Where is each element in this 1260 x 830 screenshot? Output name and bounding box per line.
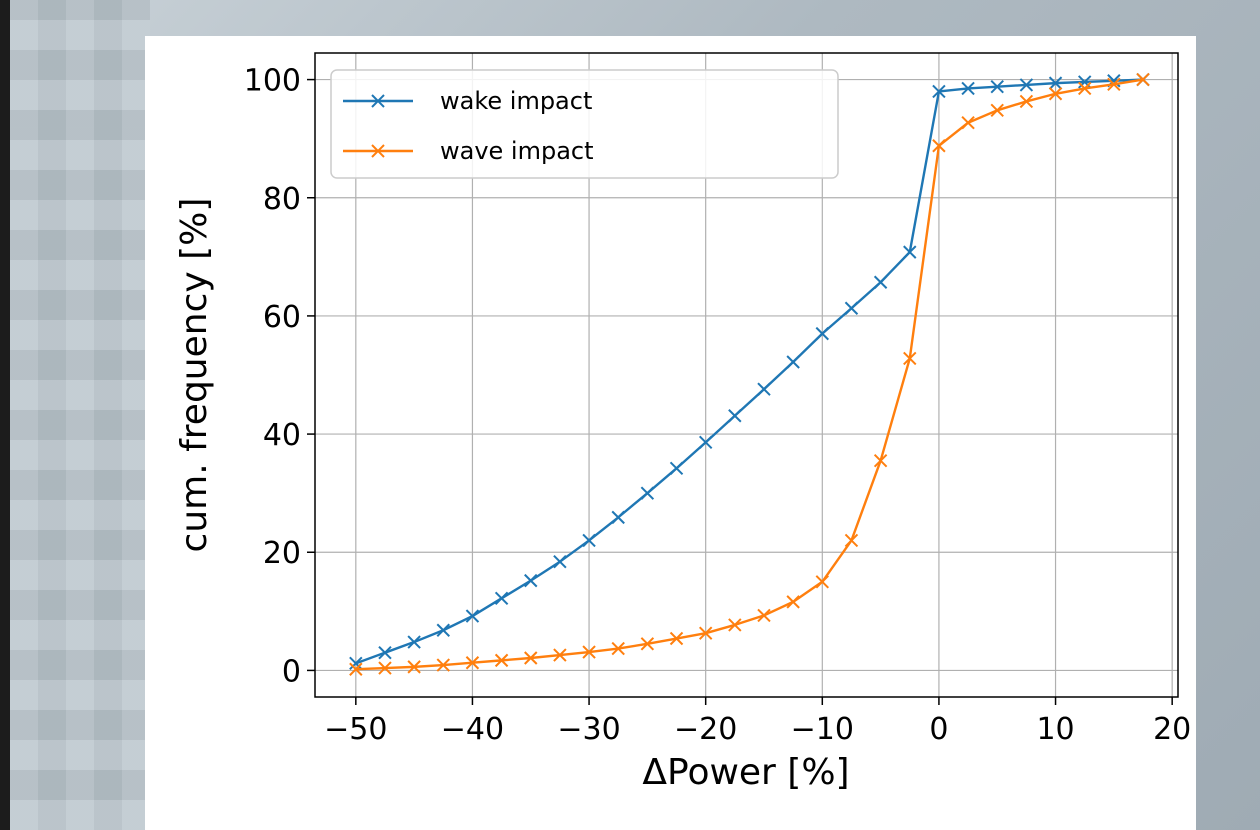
data-point-2: [1048, 87, 1063, 101]
data-point-2: [698, 626, 713, 640]
legend-label: wave impact: [440, 137, 594, 165]
legend-entry-2: wave impact: [343, 137, 594, 165]
background-mosaic: [10, 0, 150, 830]
data-point-2: [1107, 77, 1121, 92]
legend-entry-1: wake impact: [343, 87, 592, 115]
x-tick-label: 20: [1153, 712, 1191, 747]
data-point-2: [524, 651, 538, 665]
data-point-1: [932, 84, 946, 99]
y-tick-label: 60: [263, 300, 301, 335]
data-point-2: [844, 533, 859, 548]
data-point-1: [611, 510, 625, 525]
data-point-2: [465, 656, 480, 670]
data-point-2: [640, 637, 655, 651]
legend-marker: [371, 94, 385, 108]
data-point-1: [582, 533, 596, 548]
data-point-1: [728, 409, 742, 423]
x-tick-label: −10: [791, 712, 854, 747]
data-point-1: [961, 81, 975, 96]
data-point-1: [524, 573, 538, 588]
data-point-2: [407, 660, 421, 674]
legend-marker: [371, 144, 385, 158]
series-line-1: [355, 78, 1144, 665]
data-point-1: [698, 435, 713, 450]
legend-label: wake impact: [440, 87, 592, 115]
data-point-1: [786, 355, 800, 369]
data-point-1: [903, 245, 917, 259]
tick-layer: −50 −40 −30 −20 −10 0 10 20 0 20 40 60 80 100: [244, 64, 1192, 747]
data-point-2: [494, 653, 509, 668]
data-point-1: [669, 461, 684, 476]
data-point-2: [611, 641, 625, 656]
data-point-2: [932, 139, 946, 153]
data-point-2: [990, 103, 1004, 118]
data-point-1: [465, 609, 480, 623]
data-point-2: [378, 661, 392, 675]
y-tick-label: 40: [263, 418, 301, 453]
y-axis-title: cum. frequency [%]: [174, 198, 215, 553]
data-point-1: [844, 301, 859, 315]
x-tick-label: −40: [441, 712, 504, 747]
data-point-2: [582, 645, 596, 659]
data-point-2: [757, 608, 771, 623]
data-point-1: [407, 635, 421, 649]
data-point-1: [873, 275, 888, 289]
x-tick-label: −30: [557, 712, 620, 747]
x-tick-label: 10: [1036, 712, 1074, 747]
data-point-1: [1048, 76, 1063, 90]
legend: wake impact wave impact: [330, 69, 839, 179]
data-point-1: [815, 326, 830, 341]
data-point-1: [378, 645, 392, 660]
data-point-1: [1019, 78, 1034, 92]
y-tick-label: 80: [263, 182, 301, 217]
data-point-1: [553, 554, 567, 569]
y-tick-label: 20: [263, 536, 301, 571]
y-tick-label: 100: [244, 64, 301, 99]
data-point-1: [757, 382, 771, 396]
data-point-2: [1019, 94, 1034, 109]
x-tick-label: 0: [929, 712, 948, 747]
series-line-2: [355, 78, 1144, 671]
data-point-2: [961, 116, 975, 130]
series-layer: [349, 72, 1150, 676]
data-point-1: [494, 591, 509, 606]
plot-frame: [314, 52, 1179, 698]
data-point-2: [873, 453, 888, 468]
data-point-2: [1077, 81, 1092, 96]
data-point-2: [786, 595, 800, 609]
data-point-1: [640, 486, 655, 500]
data-point-1: [1077, 75, 1092, 89]
data-point-2: [1136, 72, 1150, 87]
data-point-2: [436, 658, 450, 672]
data-point-2: [349, 662, 363, 676]
window-edge: [0, 0, 10, 830]
data-point-2: [815, 575, 830, 589]
data-point-1: [349, 656, 363, 671]
legend-box: [330, 69, 839, 179]
x-tick-label: −20: [674, 712, 737, 747]
data-point-2: [728, 618, 742, 632]
x-axis-title: ΔPower [%]: [642, 752, 849, 793]
x-tick-label: −50: [324, 712, 387, 747]
data-point-2: [903, 351, 917, 366]
y-tick-label: 0: [282, 654, 301, 689]
data-point-2: [553, 648, 567, 662]
data-point-2: [669, 631, 684, 646]
data-point-1: [436, 623, 450, 637]
data-point-1: [990, 79, 1004, 94]
